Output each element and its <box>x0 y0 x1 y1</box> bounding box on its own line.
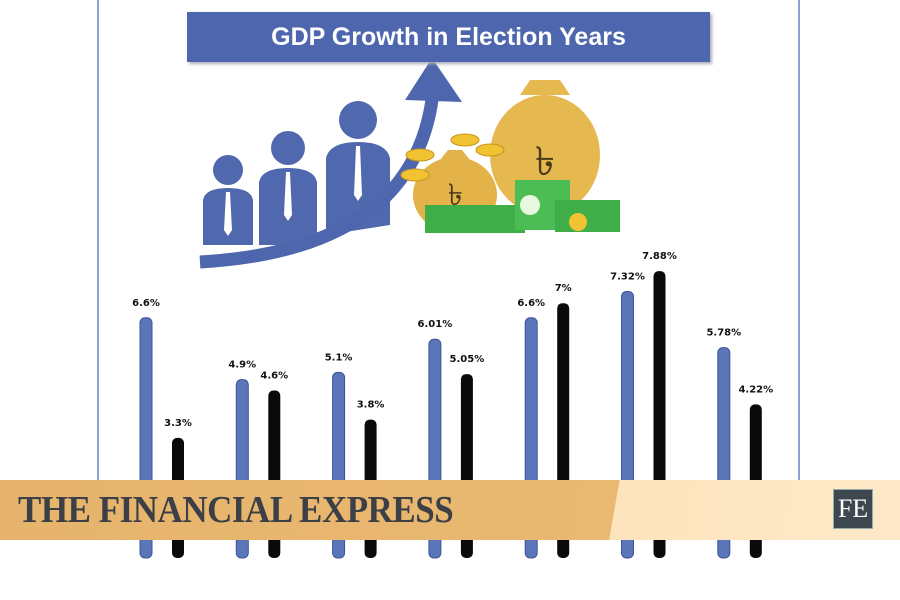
data-label-election-year-blue-4: 6.6% <box>517 298 545 309</box>
svg-text:৳: ৳ <box>535 139 555 185</box>
data-label-comparison-black-1: 4.6% <box>260 371 288 382</box>
footer-banner: THE FINANCIAL EXPRESS FE <box>0 480 900 540</box>
svg-text:৳: ৳ <box>448 178 463 213</box>
people-icon <box>203 101 390 245</box>
data-label-election-year-blue-6: 5.78% <box>706 328 741 339</box>
data-label-election-year-blue-5: 7.32% <box>610 272 645 283</box>
data-label-comparison-black-6: 4.22% <box>738 384 773 395</box>
chart-title: GDP Growth in Election Years <box>187 12 710 62</box>
money-bags-icon: ৳ ৳ <box>400 80 620 233</box>
growth-arrow-icon <box>199 58 462 269</box>
data-label-election-year-blue-3: 6.01% <box>418 319 453 330</box>
illustration: ৳ ৳ <box>199 58 620 269</box>
data-label-comparison-black-3: 5.05% <box>450 354 485 365</box>
data-label-comparison-black-0: 3.3% <box>164 418 192 429</box>
data-label-comparison-black-4: 7% <box>555 283 572 294</box>
data-label-comparison-black-2: 3.8% <box>357 400 385 411</box>
data-label-comparison-black-5: 7.88% <box>642 251 677 262</box>
brand-name: THE FINANCIAL EXPRESS <box>18 489 454 531</box>
fe-logo: FE <box>833 489 873 529</box>
data-label-election-year-blue-0: 6.6% <box>132 298 160 309</box>
data-label-election-year-blue-2: 5.1% <box>325 352 353 363</box>
data-label-election-year-blue-1: 4.9% <box>228 360 256 371</box>
infographic-frame <box>97 0 800 480</box>
